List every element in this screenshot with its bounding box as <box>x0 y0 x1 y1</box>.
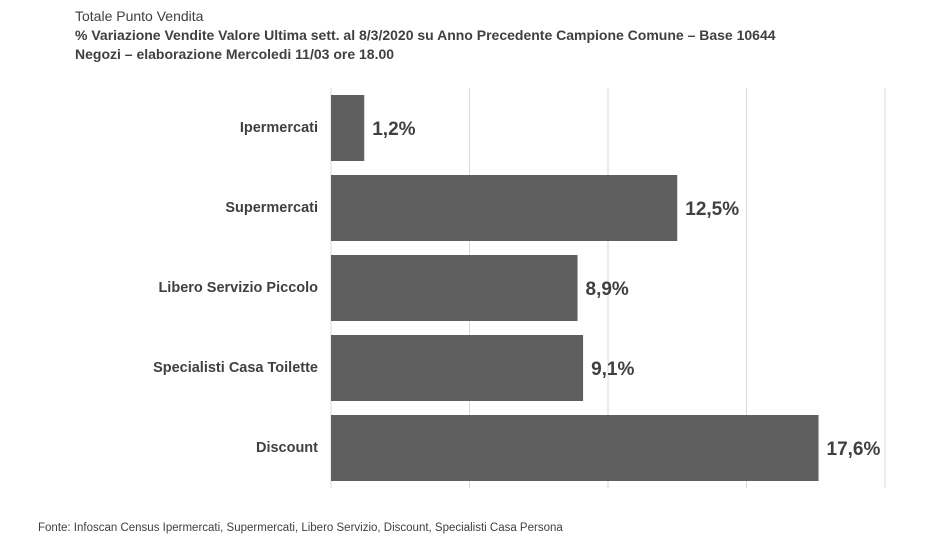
data-labels: 1,2% 12,5% 8,9% 9,1% 17,6% <box>372 119 880 460</box>
category-label: Ipermercati <box>240 120 318 136</box>
category-labels: Ipermercati Supermercati Libero Servizio P… <box>153 120 318 456</box>
chart-title-line-3: Negozi – elaborazione Mercoledi 11/03 or… <box>75 46 395 62</box>
source-footnote: Fonte: Infoscan Census Ipermercati, Supe… <box>38 522 563 534</box>
bars <box>331 95 819 481</box>
chart-title-line-2: % Variazione Vendite Valore Ultima sett.… <box>75 27 776 43</box>
chart-title: Totale Punto Vendita % Variazione Vendit… <box>75 7 915 64</box>
category-label: Libero Servizio Piccolo <box>158 280 318 296</box>
bar <box>331 175 678 241</box>
data-label: 12,5% <box>685 199 739 220</box>
bar <box>331 415 819 481</box>
bar <box>331 335 584 401</box>
category-label: Specialisti Casa Toilette <box>153 360 318 376</box>
bar <box>331 255 578 321</box>
category-label: Discount <box>256 440 318 456</box>
bar <box>331 95 365 161</box>
category-label: Supermercati <box>225 200 318 216</box>
data-label: 8,9% <box>586 279 629 300</box>
chart-title-line-1: Totale Punto Vendita <box>75 8 204 24</box>
data-label: 9,1% <box>591 359 634 380</box>
data-label: 1,2% <box>372 119 415 140</box>
data-label: 17,6% <box>827 439 881 460</box>
